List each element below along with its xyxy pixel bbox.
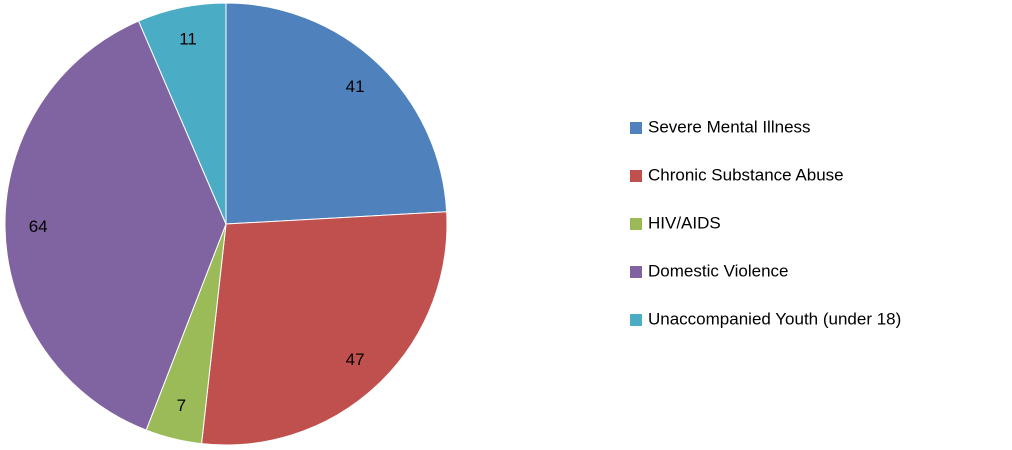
data-label: 7 <box>177 396 186 415</box>
legend-swatch <box>630 314 642 326</box>
pie-slice <box>4 20 227 431</box>
legend-label: Unaccompanied Youth (under 18) <box>648 309 901 328</box>
pie-slice <box>200 211 448 446</box>
legend-swatch <box>630 122 642 134</box>
legend-label: HIV/AIDS <box>648 213 721 232</box>
data-label: 11 <box>179 30 197 49</box>
legend-swatch <box>630 218 642 230</box>
data-label: 47 <box>346 350 365 369</box>
data-label: 41 <box>346 77 365 96</box>
pie-slice <box>137 2 227 225</box>
legend-label: Domestic Violence <box>648 261 788 280</box>
legend-label: Chronic Substance Abuse <box>648 165 844 184</box>
legend-label: Severe Mental Illness <box>648 117 811 136</box>
pie-slice <box>225 2 448 225</box>
legend-swatch <box>630 170 642 182</box>
data-label: 64 <box>29 217 48 236</box>
legend-swatch <box>630 266 642 278</box>
